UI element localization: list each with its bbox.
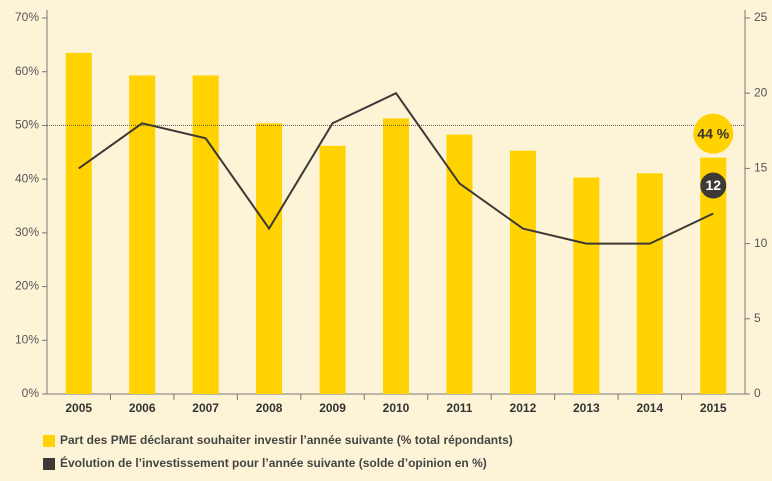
bar <box>256 123 283 394</box>
bar <box>446 134 473 394</box>
y2-tick-label: 20 <box>754 85 768 99</box>
x-tick-label: 2008 <box>256 401 283 415</box>
bar <box>319 145 346 394</box>
y2-tick-label: 5 <box>754 311 761 325</box>
value-label-badge <box>693 113 734 154</box>
y-tick-label: 0% <box>22 386 40 400</box>
x-tick-label: 2010 <box>383 401 410 415</box>
y-tick-label: 60% <box>15 64 39 78</box>
x-tick-label: 2006 <box>129 401 156 415</box>
x-tick-label: 2014 <box>636 401 663 415</box>
x-tick-label: 2007 <box>192 401 219 415</box>
x-tick-label: 2005 <box>65 401 92 415</box>
line-label-badge <box>700 172 727 199</box>
x-tick-label: 2013 <box>573 401 600 415</box>
y2-tick-label: 25 <box>754 10 768 24</box>
x-tick-label: 2009 <box>319 401 346 415</box>
bar <box>65 52 92 395</box>
y-tick-label: 50% <box>15 118 39 132</box>
y2-tick-label: 0 <box>754 386 761 400</box>
x-tick-label: 2011 <box>446 401 472 415</box>
y-tick-label: 20% <box>15 279 39 293</box>
legend-label: Part des PME déclarant souhaiter investi… <box>60 433 513 447</box>
y-tick-label: 30% <box>15 225 39 239</box>
bar <box>509 150 536 394</box>
line <box>78 91 714 245</box>
x-tick-label: 2015 <box>700 401 727 415</box>
legend-label: Évolution de l’investissement pour l’ann… <box>60 455 487 470</box>
bar <box>573 177 600 394</box>
x-tick-label: 2012 <box>510 401 537 415</box>
bar <box>192 75 219 394</box>
y-tick-label: 70% <box>15 10 39 24</box>
y-tick-label: 10% <box>15 332 39 346</box>
legend-swatch <box>43 458 55 470</box>
line-label: 12 <box>705 177 721 193</box>
y-tick-label: 40% <box>15 171 39 185</box>
y2-tick-label: 10 <box>754 236 768 250</box>
value-label: 44 % <box>697 125 729 141</box>
y2-tick-label: 15 <box>754 161 768 175</box>
legend-swatch <box>43 435 55 447</box>
bar <box>383 118 409 395</box>
bar <box>636 173 663 394</box>
